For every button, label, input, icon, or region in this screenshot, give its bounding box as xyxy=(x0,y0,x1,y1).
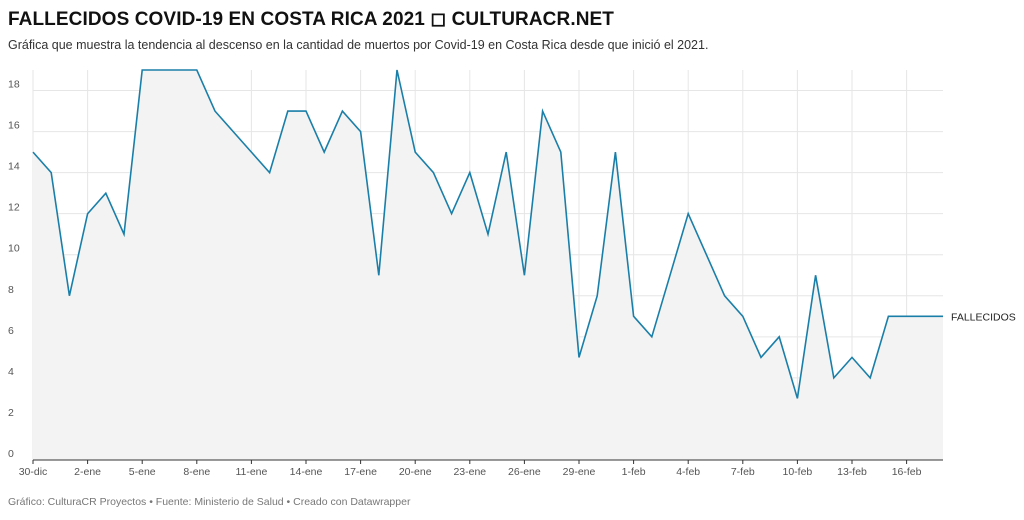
x-tick-label: 5-ene xyxy=(129,466,156,478)
data-point xyxy=(122,232,126,236)
data-point xyxy=(177,68,181,72)
x-tick-label: 2-ene xyxy=(74,466,101,478)
data-point xyxy=(595,294,599,298)
data-point xyxy=(504,150,508,154)
y-tick-label: 12 xyxy=(8,202,20,214)
data-point xyxy=(850,355,854,359)
x-tick-label: 17-ene xyxy=(344,466,377,478)
series-line-fallecidos xyxy=(32,69,943,399)
data-point xyxy=(613,150,617,154)
data-point xyxy=(868,376,872,380)
y-tick-label: 0 xyxy=(8,448,14,460)
y-axis-ticks: 0 2 4 6 8 10 12 14 16 18 xyxy=(8,79,20,460)
x-tick-label: 14-ene xyxy=(290,466,323,478)
data-point xyxy=(158,68,162,72)
x-tick-label: 26-ene xyxy=(508,466,541,478)
data-point xyxy=(377,273,381,277)
data-point xyxy=(632,314,636,318)
chart-footer: Gráfico: CulturaCR Proyectos • Fuente: M… xyxy=(8,496,411,508)
data-point xyxy=(340,109,344,113)
data-point xyxy=(832,376,836,380)
series-area-fallecidos xyxy=(33,70,943,460)
data-point xyxy=(704,253,708,257)
data-point xyxy=(650,335,654,339)
data-point xyxy=(795,396,799,400)
data-point xyxy=(577,355,581,359)
x-tick-label: 16-feb xyxy=(892,466,922,478)
y-tick-label: 2 xyxy=(8,407,14,419)
data-point xyxy=(304,109,308,113)
data-point xyxy=(286,109,290,113)
x-tick-label: 23-ene xyxy=(453,466,486,478)
data-point xyxy=(686,212,690,216)
x-tick-label: 10-feb xyxy=(783,466,813,478)
data-point xyxy=(468,171,472,175)
data-point xyxy=(49,171,53,175)
data-point xyxy=(777,335,781,339)
data-point xyxy=(213,109,217,113)
data-point xyxy=(413,150,417,154)
x-tick-label: 13-feb xyxy=(837,466,867,478)
data-point xyxy=(486,232,490,236)
x-tick-label: 7-feb xyxy=(731,466,755,478)
y-tick-label: 16 xyxy=(8,120,20,132)
y-tick-label: 6 xyxy=(8,325,14,337)
data-point xyxy=(395,68,399,72)
data-point xyxy=(359,130,363,134)
data-point xyxy=(249,150,253,154)
x-tick-label: 11-ene xyxy=(235,466,267,478)
x-tick-label: 4-feb xyxy=(676,466,700,478)
series-label-fallecidos: FALLECIDOS xyxy=(951,311,1016,323)
x-tick-label: 8-ene xyxy=(183,466,210,478)
data-point xyxy=(86,212,90,216)
data-point xyxy=(67,294,71,298)
data-point xyxy=(941,314,945,318)
data-point xyxy=(522,273,526,277)
data-point xyxy=(104,191,108,195)
y-tick-label: 18 xyxy=(8,79,20,91)
x-tick-label: 20-ene xyxy=(399,466,432,478)
x-tick-label: 1-feb xyxy=(622,466,646,478)
data-point xyxy=(541,109,545,113)
chart-subtitle: Gráfica que muestra la tendencia al desc… xyxy=(8,38,709,52)
data-point xyxy=(723,294,727,298)
data-point xyxy=(268,171,272,175)
data-point xyxy=(31,150,35,154)
data-point xyxy=(140,68,144,72)
data-point xyxy=(814,273,818,277)
data-point xyxy=(431,171,435,175)
data-point xyxy=(668,273,672,277)
data-point xyxy=(231,130,235,134)
x-tick-label: 29-ene xyxy=(563,466,596,478)
x-tick-label: 30-dic xyxy=(19,466,48,478)
x-axis-ticks: 30-dic 2-ene 5-ene 8-ene 11-ene 14-ene 17-ene 2… xyxy=(19,460,922,478)
data-point xyxy=(195,68,199,72)
data-point xyxy=(322,150,326,154)
data-point xyxy=(450,212,454,216)
data-point xyxy=(759,355,763,359)
data-point xyxy=(905,314,909,318)
data-point xyxy=(741,314,745,318)
data-point xyxy=(886,314,890,318)
chart-title: FALLECIDOS COVID-19 EN COSTA RICA 2021 ◻… xyxy=(8,9,615,30)
y-tick-label: 8 xyxy=(8,284,14,296)
y-tick-label: 10 xyxy=(8,243,20,255)
data-point xyxy=(559,150,563,154)
y-tick-label: 14 xyxy=(8,161,20,173)
y-tick-label: 4 xyxy=(8,366,14,378)
data-point xyxy=(923,314,927,318)
